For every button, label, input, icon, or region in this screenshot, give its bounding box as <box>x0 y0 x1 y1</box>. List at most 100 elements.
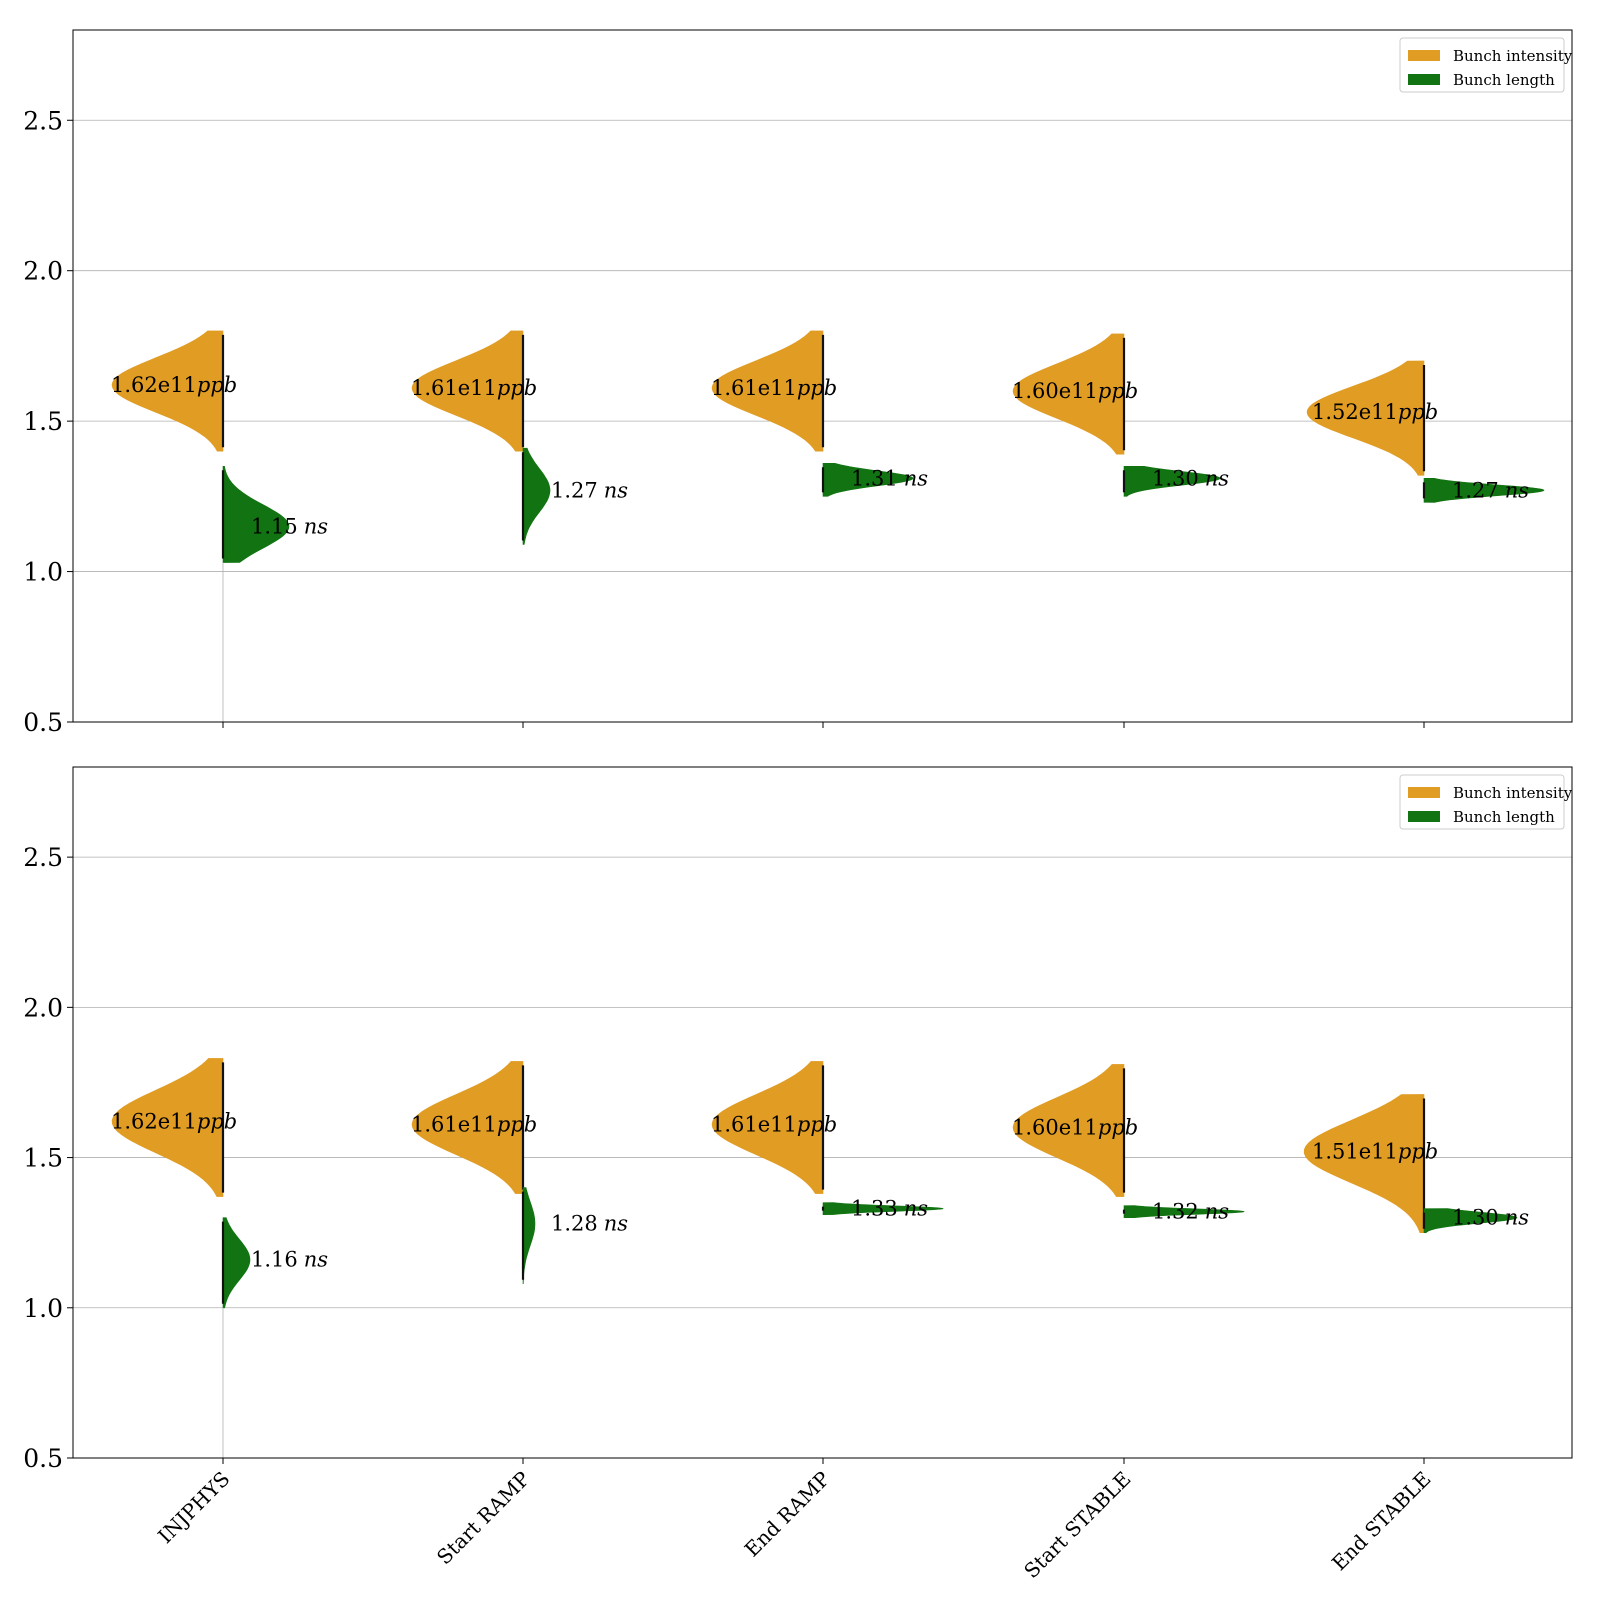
legend-label: Bunch intensity <box>1453 47 1573 65</box>
median-unit: ns <box>1205 1200 1230 1224</box>
legend-label: Bunch intensity <box>1453 784 1573 802</box>
intensity-violin-2 <box>411 330 524 452</box>
median-unit: ns <box>1505 1206 1530 1230</box>
plot-frame <box>72 29 1573 723</box>
median-value: 1.16 <box>251 1248 298 1272</box>
x-category-label: Start RAMP <box>432 1467 535 1570</box>
median-value: 1.61e11 <box>711 376 797 400</box>
length-violin-4 <box>1123 1205 1245 1219</box>
y-tick-label: 1.0 <box>23 1294 63 1323</box>
y-tick-label: 1.5 <box>23 407 63 436</box>
median-value: 1.60e11 <box>1012 379 1098 403</box>
median-unit: ppb <box>1398 400 1438 424</box>
x-category-label: End STABLE <box>1327 1467 1436 1576</box>
median-unit: ppb <box>197 1110 237 1134</box>
median-unit: ns <box>1205 466 1230 490</box>
intensity-median-label: 1.52e11ppb <box>1312 400 1438 424</box>
y-tick-label: 2.0 <box>23 257 63 286</box>
legend-swatch <box>1408 811 1440 822</box>
intensity-violin-5 <box>1306 360 1425 476</box>
intensity-median-label: 1.61e11ppb <box>711 376 837 400</box>
intensity-violin-1 <box>111 330 224 452</box>
median-value: 1.61e11 <box>711 1113 797 1137</box>
length-violin-5 <box>1423 477 1545 503</box>
x-category-label: INJPHYS <box>153 1467 234 1548</box>
length-violin-1 <box>222 1217 251 1309</box>
intensity-violin-2 <box>411 1061 524 1194</box>
y-tick-label: 0.5 <box>23 1444 63 1473</box>
length-median-label: 1.15 ns <box>251 514 328 538</box>
median-unit: ns <box>904 1197 929 1221</box>
legend-label: Bunch length <box>1453 808 1555 826</box>
y-tick-label: 1.0 <box>23 558 63 587</box>
median-unit: ns <box>304 514 329 538</box>
median-value: 1.61e11 <box>411 1113 497 1137</box>
length-median-label: 1.32 ns <box>1152 1200 1229 1224</box>
length-violin-4 <box>1123 465 1221 497</box>
y-tick-label: 2.5 <box>23 843 63 872</box>
legend-swatch <box>1408 787 1440 798</box>
length-median-label: 1.30 ns <box>1152 466 1229 490</box>
median-value: 1.51e11 <box>1312 1140 1398 1164</box>
length-median-label: 1.31 ns <box>851 466 928 490</box>
intensity-median-label: 1.61e11ppb <box>711 1113 837 1137</box>
x-category-label: End RAMP <box>740 1467 835 1562</box>
plot-frame <box>72 766 1573 1459</box>
intensity-median-label: 1.51e11ppb <box>1312 1140 1438 1164</box>
median-value: 1.60e11 <box>1012 1116 1098 1140</box>
median-unit: ppb <box>1098 379 1138 403</box>
legend-label: Bunch length <box>1453 71 1555 89</box>
median-value: 1.28 <box>551 1212 598 1236</box>
legend-swatch <box>1408 74 1440 85</box>
median-value: 1.27 <box>551 478 598 502</box>
median-unit: ns <box>604 1212 629 1236</box>
intensity-violin-1 <box>111 1058 224 1197</box>
length-violin-5 <box>1423 1208 1518 1234</box>
length-violin-2 <box>522 1187 536 1285</box>
legend-box <box>1399 37 1565 93</box>
median-value: 1.31 <box>851 466 898 490</box>
length-violin-3 <box>822 1202 944 1215</box>
panel-1: 0.51.01.52.02.51.62e11ppb 1.61e11ppb 1.61e… <box>23 29 1573 737</box>
y-tick-label: 1.5 <box>23 1144 63 1173</box>
median-unit: ns <box>1505 478 1530 502</box>
length-median-label: 1.27 ns <box>1452 478 1529 502</box>
median-value: 1.33 <box>851 1197 898 1221</box>
median-unit: ns <box>304 1248 329 1272</box>
intensity-violin-4 <box>1012 1064 1125 1197</box>
intensity-median-label: 1.62e11ppb <box>111 1110 237 1134</box>
length-median-label: 1.33 ns <box>851 1197 928 1221</box>
median-unit: ns <box>904 466 929 490</box>
length-violin-2 <box>522 447 551 545</box>
intensity-violin-3 <box>711 330 824 452</box>
median-value: 1.15 <box>251 514 298 538</box>
median-unit: ppb <box>797 376 837 400</box>
median-value: 1.52e11 <box>1312 400 1398 424</box>
median-unit: ppb <box>197 373 237 397</box>
median-unit: ppb <box>1398 1140 1438 1164</box>
legend-box <box>1399 774 1565 830</box>
median-unit: ppb <box>1098 1116 1138 1140</box>
length-median-label: 1.30 ns <box>1452 1206 1529 1230</box>
intensity-median-label: 1.62e11ppb <box>111 373 237 397</box>
panel-2: 0.51.01.52.02.51.62e11ppb 1.61e11ppb 1.61e… <box>23 766 1573 1583</box>
legend-swatch <box>1408 50 1440 61</box>
median-value: 1.30 <box>1452 1206 1499 1230</box>
intensity-median-label: 1.61e11ppb <box>411 1113 537 1137</box>
median-value: 1.62e11 <box>111 1110 197 1134</box>
length-violin-3 <box>822 462 914 497</box>
intensity-violin-5 <box>1303 1094 1425 1234</box>
intensity-violin-4 <box>1012 333 1125 455</box>
length-violin-1 <box>222 465 290 563</box>
length-median-label: 1.27 ns <box>551 478 628 502</box>
median-value: 1.27 <box>1452 478 1499 502</box>
median-unit: ppb <box>797 1113 837 1137</box>
y-tick-label: 2.5 <box>23 106 63 135</box>
length-median-label: 1.28 ns <box>551 1212 628 1236</box>
median-value: 1.30 <box>1152 466 1199 490</box>
median-value: 1.61e11 <box>411 376 497 400</box>
median-unit: ppb <box>497 376 537 400</box>
median-unit: ns <box>604 478 629 502</box>
intensity-median-label: 1.61e11ppb <box>411 376 537 400</box>
intensity-median-label: 1.60e11ppb <box>1012 379 1138 403</box>
